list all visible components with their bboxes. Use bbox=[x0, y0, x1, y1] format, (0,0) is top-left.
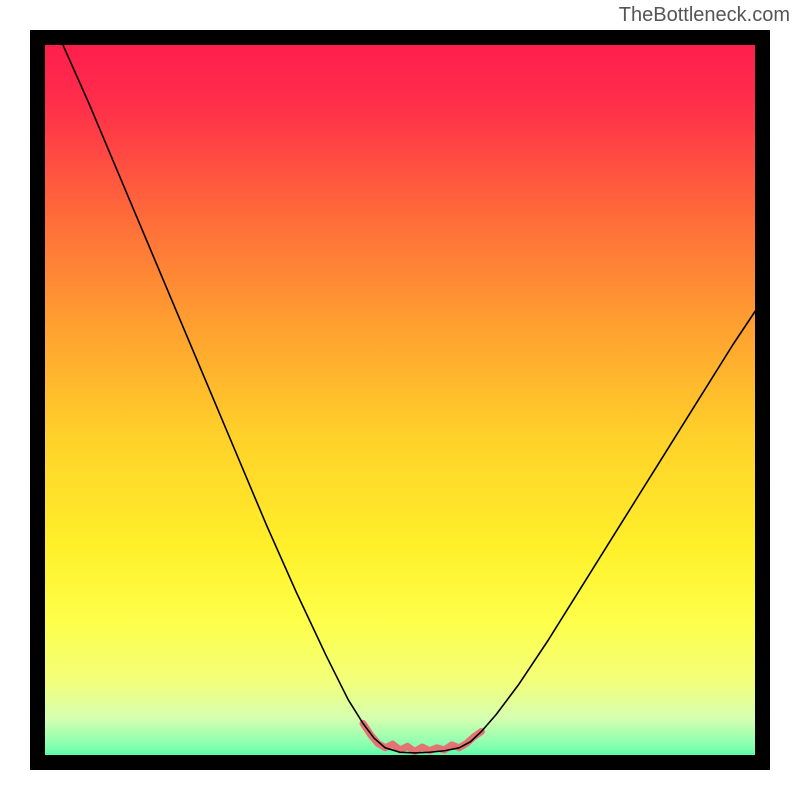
plot-svg bbox=[30, 30, 770, 770]
gradient-background bbox=[30, 30, 770, 770]
bottleneck-curve-plot bbox=[30, 30, 770, 770]
watermark-text: TheBottleneck.com bbox=[619, 4, 790, 27]
